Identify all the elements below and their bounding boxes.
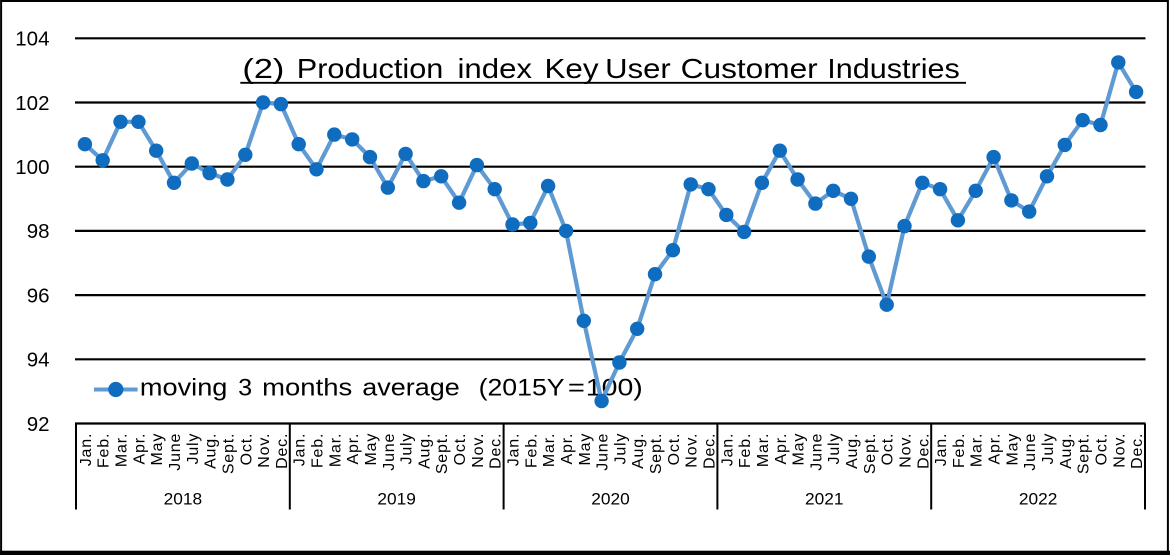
svg-text:Jan.: Jan.	[933, 433, 950, 466]
svg-text:102: 102	[15, 92, 49, 115]
svg-text:May: May	[149, 433, 166, 466]
svg-text:Feb.: Feb.	[96, 433, 113, 468]
svg-text:June: June	[808, 433, 825, 471]
svg-text:Jan.: Jan.	[719, 433, 736, 466]
svg-text:Mar.: Mar.	[755, 433, 772, 467]
svg-text:Dec.: Dec.	[274, 433, 291, 469]
svg-text:May: May	[1004, 433, 1021, 466]
svg-text:July: July	[1040, 433, 1057, 465]
svg-text:Sept.: Sept.	[1076, 433, 1093, 474]
svg-text:Apr.: Apr.	[131, 433, 148, 465]
svg-text:Mar.: Mar.	[327, 433, 344, 467]
svg-text:Dec.: Dec.	[488, 433, 505, 469]
svg-text:Apr.: Apr.	[345, 433, 362, 465]
svg-text:Industries: Industries	[827, 53, 960, 84]
svg-text:Oct.: Oct.	[452, 433, 469, 466]
svg-text:June: June	[381, 433, 398, 471]
svg-text:Apr.: Apr.	[559, 433, 576, 465]
svg-text:Sept.: Sept.	[862, 433, 879, 474]
svg-text:July: July	[826, 433, 843, 465]
svg-text:Sept.: Sept.	[434, 433, 451, 474]
svg-text:(2): (2)	[242, 53, 284, 84]
svg-text:months: months	[262, 374, 352, 401]
svg-text:moving: moving	[140, 374, 228, 401]
svg-text:92: 92	[27, 413, 50, 436]
svg-text:Mar.: Mar.	[541, 433, 558, 467]
svg-text:Nov.: Nov.	[256, 433, 273, 468]
svg-text:June: June	[595, 433, 612, 471]
svg-text:Feb.: Feb.	[310, 433, 327, 468]
svg-text:Nov.: Nov.	[470, 433, 487, 468]
svg-text:Mar.: Mar.	[969, 433, 986, 467]
svg-text:Dec.: Dec.	[702, 433, 719, 469]
svg-text:2018: 2018	[164, 490, 203, 509]
svg-text:Aug.: Aug.	[203, 433, 220, 469]
svg-text:July: July	[185, 433, 202, 465]
svg-text:96: 96	[27, 284, 50, 307]
svg-text:July: July	[612, 433, 629, 465]
svg-text:Feb.: Feb.	[523, 433, 540, 468]
svg-text:2022: 2022	[1019, 490, 1058, 509]
svg-text:Aug.: Aug.	[630, 433, 647, 469]
svg-text:Oct.: Oct.	[238, 433, 255, 466]
svg-text:Mar.: Mar.	[114, 433, 131, 467]
svg-text:Customer: Customer	[681, 53, 818, 84]
svg-text:Dec.: Dec.	[915, 433, 932, 469]
svg-text:Sept.: Sept.	[220, 433, 237, 474]
svg-text:104: 104	[15, 28, 49, 51]
svg-text:100: 100	[15, 156, 49, 179]
svg-text:3: 3	[238, 374, 252, 401]
svg-text:Aug.: Aug.	[416, 433, 433, 469]
svg-text:Nov.: Nov.	[898, 433, 915, 468]
svg-text:Aug.: Aug.	[1058, 433, 1075, 469]
svg-text:Production: Production	[297, 53, 444, 84]
svg-text:94: 94	[27, 349, 50, 372]
svg-text:2019: 2019	[377, 490, 416, 509]
svg-text:index: index	[458, 53, 533, 84]
svg-text:June: June	[167, 433, 184, 471]
svg-text:Nov.: Nov.	[684, 433, 701, 468]
svg-text:May: May	[363, 433, 380, 466]
svg-text:Feb.: Feb.	[737, 433, 754, 468]
svg-text:User: User	[605, 53, 671, 84]
svg-text:Jan.: Jan.	[78, 433, 95, 466]
svg-text:Apr.: Apr.	[987, 433, 1004, 465]
svg-text:Oct.: Oct.	[666, 433, 683, 466]
svg-text:(2015Y: (2015Y	[479, 374, 565, 401]
svg-text:Oct.: Oct.	[880, 433, 897, 466]
svg-text:2021: 2021	[805, 490, 844, 509]
svg-text:=: =	[568, 374, 585, 401]
svg-text:Jan.: Jan.	[506, 433, 523, 466]
svg-text:May: May	[577, 433, 594, 466]
svg-text:average: average	[362, 374, 460, 401]
svg-text:Jan.: Jan.	[292, 433, 309, 466]
svg-text:Oct.: Oct.	[1094, 433, 1111, 466]
svg-text:Dec.: Dec.	[1129, 433, 1146, 469]
svg-text:Key: Key	[545, 53, 599, 84]
svg-text:Sept.: Sept.	[648, 433, 665, 474]
svg-text:98: 98	[27, 220, 50, 243]
svg-text:2020: 2020	[591, 490, 630, 509]
svg-text:May: May	[791, 433, 808, 466]
svg-text:Feb.: Feb.	[951, 433, 968, 468]
svg-text:Apr.: Apr.	[773, 433, 790, 465]
svg-text:Aug.: Aug.	[844, 433, 861, 469]
svg-text:June: June	[1022, 433, 1039, 471]
svg-text:July: July	[399, 433, 416, 465]
svg-text:Nov.: Nov.	[1111, 433, 1128, 468]
